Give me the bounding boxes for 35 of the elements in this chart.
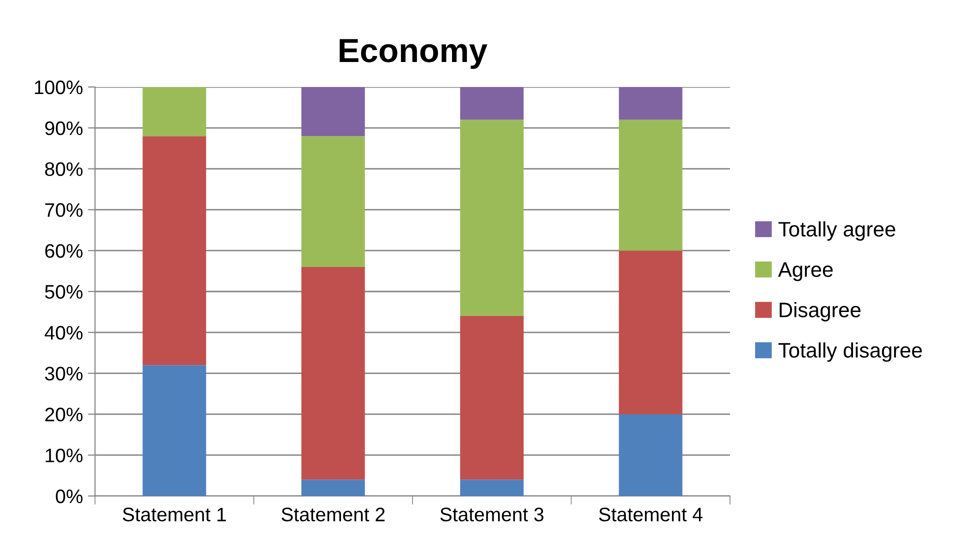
legend-label: Disagree <box>780 302 860 322</box>
x-tick-label: Statement 2 <box>282 508 385 522</box>
bar <box>460 87 524 120</box>
bar <box>460 480 524 496</box>
y-tick-label: 100% <box>34 80 83 94</box>
bar <box>618 250 682 414</box>
y-tick-label: 40% <box>44 326 83 340</box>
bar <box>301 87 365 136</box>
chart-title: Economy <box>340 39 488 69</box>
x-tick-label: Statement 1 <box>122 508 226 522</box>
bar <box>142 87 206 136</box>
y-tick-label: 90% <box>45 121 83 136</box>
y-tick-label: 60% <box>45 244 83 258</box>
bar <box>460 316 524 480</box>
y-tick-label: 0% <box>56 489 83 504</box>
bar <box>618 120 682 251</box>
y-tick-label: 10% <box>46 448 83 462</box>
y-tick-label: 70% <box>45 203 83 217</box>
bar <box>618 414 682 496</box>
x-tick-label: Statement 4 <box>599 508 702 522</box>
legend-label: Totally agree <box>778 221 896 241</box>
bar <box>301 266 365 480</box>
bar <box>142 365 206 496</box>
bar <box>460 120 524 316</box>
x-tick-label: Statement 3 <box>440 508 544 522</box>
bar <box>618 87 682 120</box>
y-tick-label: 50% <box>45 284 83 299</box>
bar <box>301 480 365 496</box>
y-tick-label: 20% <box>45 408 83 422</box>
bar <box>142 136 206 366</box>
y-tick-label: 80% <box>45 162 83 176</box>
legend-label: Totally disagree <box>778 342 922 362</box>
legend-label: Agree <box>778 262 833 282</box>
y-tick-label: 30% <box>45 366 83 381</box>
bar <box>301 136 365 267</box>
